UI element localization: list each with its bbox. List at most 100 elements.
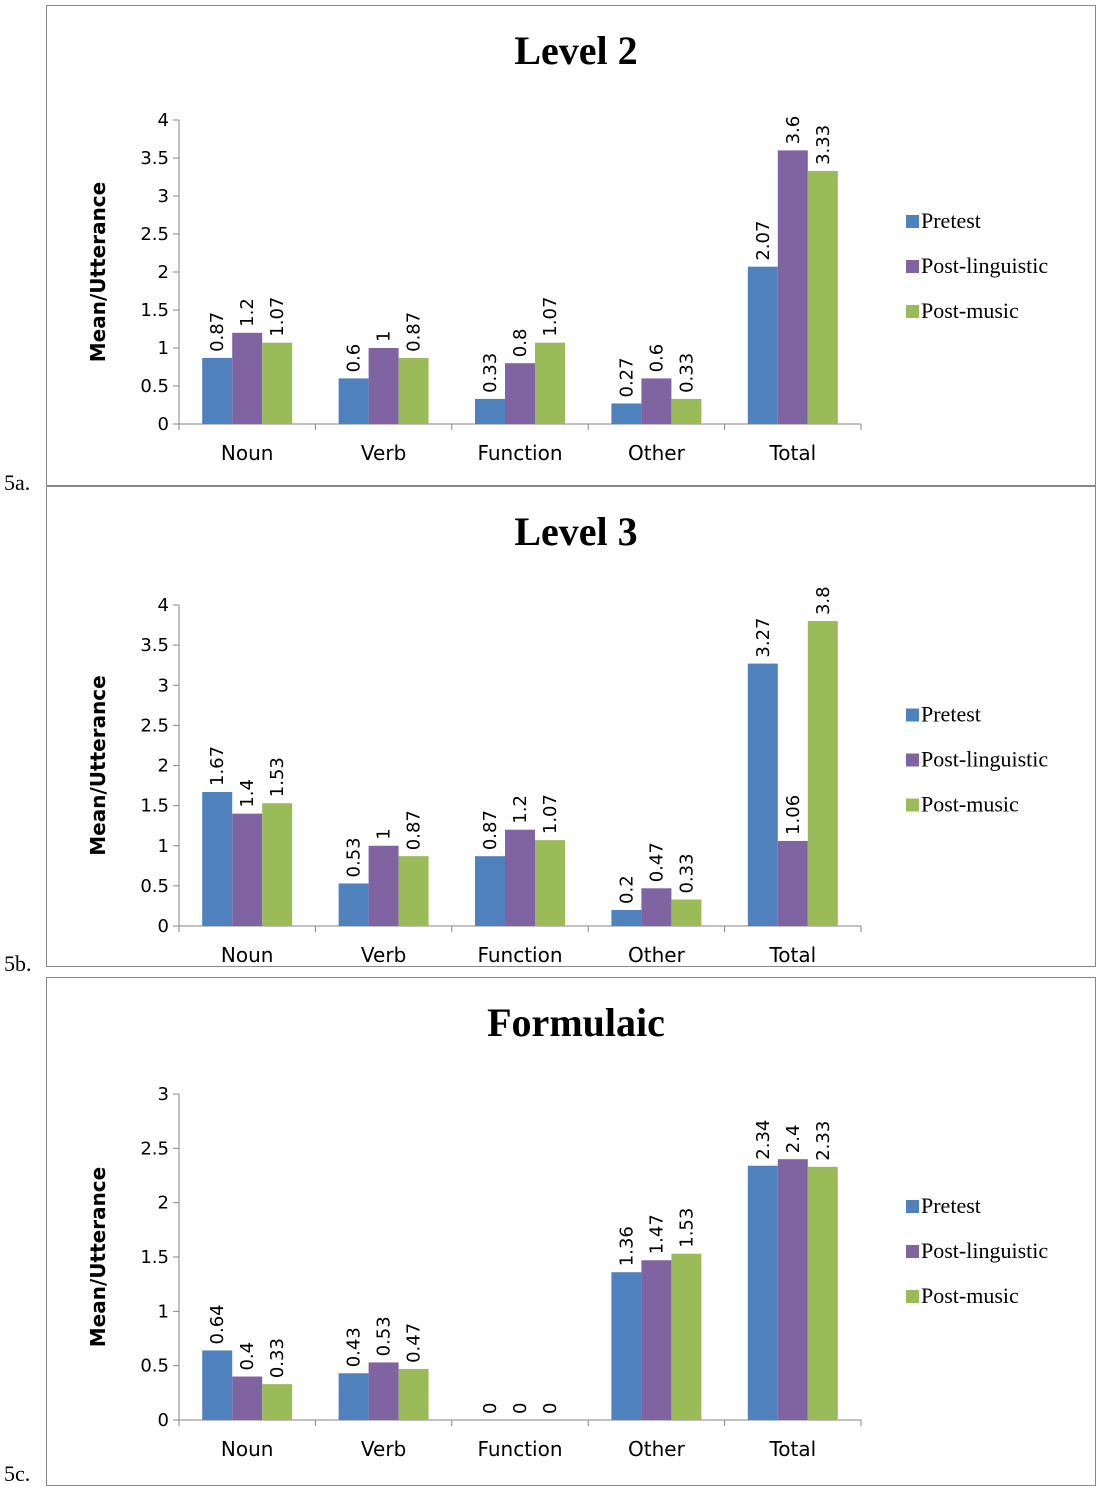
data-label: 1.4 — [237, 779, 258, 808]
x-category-label: Function — [477, 441, 562, 465]
y-tick-label: 0.5 — [140, 376, 169, 397]
data-label: 1.53 — [267, 757, 288, 797]
bar — [641, 1260, 672, 1420]
legend-entry: Pretest — [921, 1193, 981, 1218]
y-tick-label: 1.5 — [140, 796, 169, 817]
data-label: 1.36 — [616, 1226, 637, 1266]
data-label: 0.8 — [510, 329, 531, 358]
legend-swatch — [906, 305, 919, 318]
data-label: 0.53 — [374, 1316, 395, 1356]
y-tick-label: 2.5 — [140, 715, 169, 736]
bar — [535, 342, 565, 424]
bar — [611, 1272, 642, 1420]
data-label: 0 — [510, 1403, 531, 1414]
y-tick-label: 0 — [158, 1410, 169, 1431]
data-label: 3.8 — [813, 586, 834, 615]
data-label: 0.64 — [207, 1304, 228, 1344]
chart-panel-level-3: Level 3 Mean/Utterance 0 0.5 1 1.5 2 2.5 3 3.5 4 No… — [46, 486, 1096, 967]
data-label: 1.07 — [540, 794, 561, 834]
bar — [262, 1384, 293, 1420]
y-tick-label: 0 — [158, 414, 169, 435]
bar — [671, 398, 702, 424]
legend-swatch — [906, 215, 919, 228]
bar — [505, 363, 535, 424]
bar — [611, 909, 642, 926]
x-category-label: Verb — [361, 943, 406, 966]
y-tick-label: 3 — [158, 186, 169, 207]
data-label: 1.67 — [207, 746, 228, 786]
y-tick-label: 2 — [158, 756, 169, 777]
panel-label-5a: 5a. — [4, 470, 31, 495]
data-label: 0.87 — [207, 312, 228, 352]
chart-panel-level-2: Level 2 Mean/Utterance 0 0.5 1 1.5 2 2.5 3 3.5 4 No… — [46, 5, 1096, 486]
y-tick-label: 1 — [158, 1301, 169, 1322]
data-label: 0.87 — [404, 810, 425, 850]
chart-svg-level-3: Level 3 Mean/Utterance 0 0.5 1 1.5 2 2.5 3 3.5 4 No… — [86, 509, 1048, 967]
bar — [777, 1159, 808, 1420]
data-label: 1.06 — [783, 795, 804, 835]
data-label: 0.87 — [480, 810, 501, 850]
bar — [338, 378, 369, 424]
bar — [232, 332, 263, 424]
bar — [475, 398, 505, 424]
chart-svg-formulaic: Formulaic Mean/Utterance 0 0.5 1 1.5 2 2.5 3 Noun… — [86, 1000, 1048, 1461]
x-category-label: Noun — [221, 1437, 274, 1461]
y-tick-label: 4 — [158, 595, 169, 616]
x-category-label: Noun — [221, 943, 274, 966]
legend-swatch — [906, 1245, 919, 1258]
data-label: 0.33 — [267, 1338, 288, 1378]
chart-svg-level-2: Level 2 Mean/Utterance 0 0.5 1 1.5 2 2.5 3 3.5 4 No… — [86, 28, 1048, 465]
x-category-label: Verb — [361, 1437, 406, 1461]
data-label: 3.27 — [753, 618, 774, 658]
data-label: 2.4 — [783, 1125, 804, 1154]
bar — [777, 150, 808, 424]
bar — [535, 840, 565, 926]
y-tick-label: 3 — [158, 1084, 169, 1105]
data-label: 0.53 — [344, 837, 365, 877]
data-label: 1 — [374, 828, 395, 839]
bar — [807, 1166, 838, 1420]
y-tick-label: 2.5 — [140, 224, 169, 245]
bar — [505, 829, 535, 926]
bar — [338, 1373, 369, 1420]
bar — [232, 1376, 263, 1420]
legend-swatch — [906, 708, 919, 722]
legend-swatch — [906, 260, 919, 273]
y-axis-label: Mean/Utterance — [86, 1167, 110, 1347]
legend-entry: Post-music — [921, 1283, 1019, 1308]
legend-entry: Post-music — [921, 792, 1019, 817]
x-category-label: Noun — [221, 441, 274, 465]
data-label: 1.07 — [540, 297, 561, 337]
bar — [398, 1368, 429, 1420]
legend-swatch — [906, 753, 919, 767]
data-label: 0.47 — [646, 842, 667, 882]
legend-swatch — [906, 798, 919, 812]
data-label: 0.2 — [616, 875, 637, 904]
data-label: 0 — [540, 1403, 561, 1414]
legend-swatch — [906, 1290, 919, 1303]
y-tick-label: 1 — [158, 338, 169, 359]
bar — [368, 845, 399, 926]
data-label: 1.2 — [237, 298, 258, 327]
panel-label-5c: 5c. — [4, 1461, 31, 1486]
bar — [475, 856, 505, 926]
y-axis-label: Mean/Utterance — [86, 675, 110, 855]
bar — [262, 803, 293, 926]
legend-entry: Post-linguistic — [921, 1238, 1048, 1263]
x-category-label: Total — [768, 943, 816, 966]
data-label: 1.2 — [510, 795, 531, 824]
x-category-label: Other — [628, 943, 686, 966]
data-label: 2.07 — [753, 221, 774, 261]
bar — [641, 378, 672, 424]
legend-entry: Post-music — [921, 298, 1019, 323]
data-label: 2.33 — [813, 1121, 834, 1161]
data-label: 1 — [374, 331, 395, 342]
y-tick-label: 2 — [158, 1193, 169, 1214]
data-label: 0 — [480, 1403, 501, 1414]
y-tick-label: 1 — [158, 836, 169, 857]
bar — [611, 403, 642, 424]
bar — [202, 357, 233, 424]
panel-label-5b: 5b. — [4, 951, 32, 976]
bar — [398, 357, 429, 424]
bar — [368, 348, 399, 424]
